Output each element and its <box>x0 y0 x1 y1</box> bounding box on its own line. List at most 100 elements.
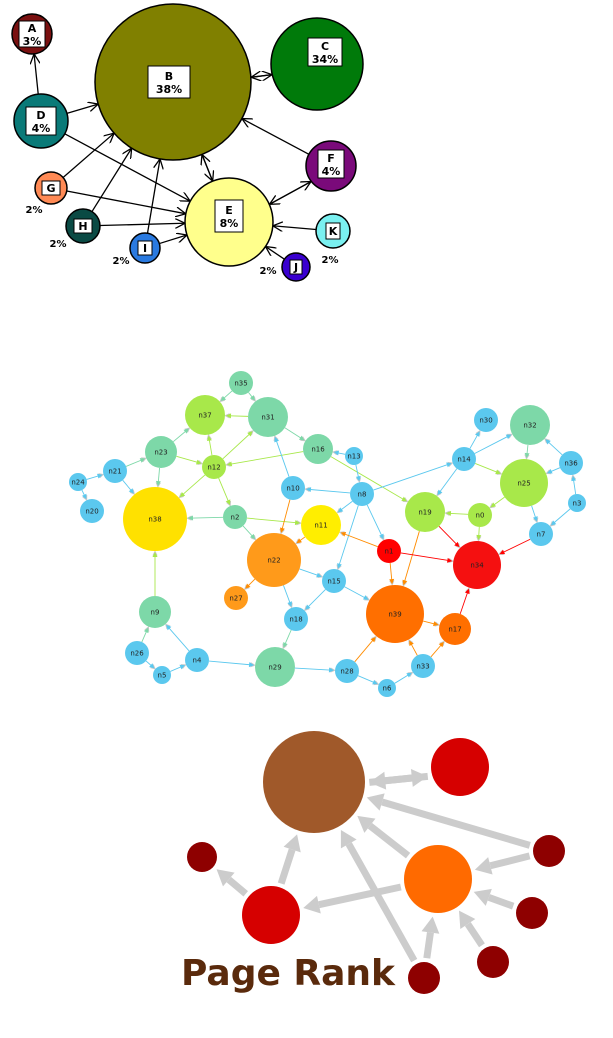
edge-E-F <box>269 182 310 205</box>
edge-arrowhead <box>401 496 407 502</box>
node-label: n24 <box>71 479 85 487</box>
node-n24: n24 <box>69 473 87 491</box>
arrow-shaft <box>277 848 296 885</box>
edge-D-A <box>34 55 38 95</box>
node-label: n36 <box>564 460 578 468</box>
node-circle <box>468 503 492 527</box>
node-n36: n36 <box>559 451 583 475</box>
node-n22: n22 <box>247 533 301 587</box>
edge-arrowhead <box>446 557 453 563</box>
edge-arrowhead <box>81 493 87 500</box>
arrow-r2-dr1 <box>216 869 248 897</box>
node-percent: 2% <box>113 256 130 267</box>
node-percent: 2% <box>322 255 339 266</box>
edge-n4-n29 <box>208 660 256 668</box>
node-n17: n17 <box>439 613 471 645</box>
label-box <box>325 222 341 240</box>
edge-arrowhead <box>248 662 255 668</box>
page-rank-title: Page Rank <box>181 953 396 994</box>
node-circle <box>510 405 550 445</box>
edge-B-E <box>201 154 212 180</box>
label-box <box>307 37 343 67</box>
node-label: n35 <box>234 380 247 388</box>
node-label: E <box>225 204 233 217</box>
node-label: n32 <box>523 422 536 430</box>
node-label: n28 <box>340 668 353 676</box>
node-label: n21 <box>108 468 121 476</box>
node-percent: 4% <box>322 165 341 178</box>
edge-arrowhead <box>225 499 231 506</box>
arrow-head <box>303 895 321 914</box>
edge-arrowhead <box>547 468 553 474</box>
node-circle <box>69 473 87 491</box>
node-label: n10 <box>286 485 299 493</box>
node-circle <box>322 569 346 593</box>
node-circle <box>453 541 501 589</box>
edge-n7-n34 <box>497 538 531 555</box>
edge-arrowhead <box>363 595 369 600</box>
node-circle <box>223 505 247 529</box>
node-n19: n19 <box>405 492 445 532</box>
arrow-r2-big <box>277 834 301 885</box>
edge-n2-n38 <box>186 515 224 521</box>
node-circle <box>125 641 149 665</box>
node-n6: n6 <box>378 679 396 697</box>
edge-arrowhead <box>495 469 501 475</box>
edge-I-E <box>159 235 186 245</box>
edge-n8-n14 <box>373 461 454 491</box>
edge-arrowhead <box>402 579 408 586</box>
arrow-head <box>283 834 301 853</box>
edge-arrowhead <box>316 572 322 578</box>
node-label: n4 <box>193 657 202 665</box>
arrow-shaft <box>367 822 411 859</box>
edge-n1-n34 <box>400 552 455 564</box>
edge-arrowhead <box>274 436 279 443</box>
edge-arrowhead <box>474 431 480 437</box>
node-n28: n28 <box>335 659 359 683</box>
edge-n10-n31 <box>273 435 290 477</box>
edge-K-E <box>274 226 317 230</box>
edge-n10-n22 <box>279 499 291 535</box>
node-label: n7 <box>537 531 546 539</box>
label-box <box>18 20 46 48</box>
node-n23: n23 <box>145 436 177 468</box>
edge-n29-n28 <box>294 667 336 673</box>
node-label: n30 <box>479 417 492 425</box>
edge-arrowhead <box>220 395 227 402</box>
node-dr1 <box>187 842 217 872</box>
edge-arrowhead <box>245 583 251 589</box>
node-n4: n4 <box>185 648 209 672</box>
node-n13: n13 <box>345 447 363 465</box>
node-n7: n7 <box>529 522 553 546</box>
node-dr4 <box>477 946 509 978</box>
edge-arrowhead <box>454 541 460 548</box>
node-label: n37 <box>198 412 211 420</box>
node-label: n1 <box>385 548 394 556</box>
edge-arrowhead <box>195 459 202 465</box>
node-circle <box>103 459 127 483</box>
edge-arrowhead <box>143 627 149 634</box>
edge-n28-n39 <box>354 635 377 663</box>
edge-n14-n32 <box>474 433 513 454</box>
node-label: n26 <box>130 650 144 658</box>
node-percent: 8% <box>220 217 239 230</box>
edge-arrowhead <box>187 515 194 521</box>
edge-D-B <box>66 104 97 114</box>
node-n14: n14 <box>452 447 476 471</box>
node-label: n12 <box>207 464 220 472</box>
edge-arrowhead <box>283 642 288 648</box>
edge-n16-n12 <box>225 451 304 467</box>
edge-arrowhead <box>179 664 186 670</box>
node-circle <box>559 451 583 475</box>
node-label: n19 <box>418 509 431 517</box>
edge-arrowhead <box>305 487 312 493</box>
node-percent: 4% <box>32 122 51 135</box>
node-H: H 2% <box>50 208 101 250</box>
node-label: n5 <box>158 672 167 680</box>
arrow-head <box>410 769 428 787</box>
arrow-dr5-big <box>340 829 418 963</box>
node-r2 <box>242 886 300 944</box>
node-n34: n34 <box>453 541 501 589</box>
node-circle <box>301 505 341 545</box>
